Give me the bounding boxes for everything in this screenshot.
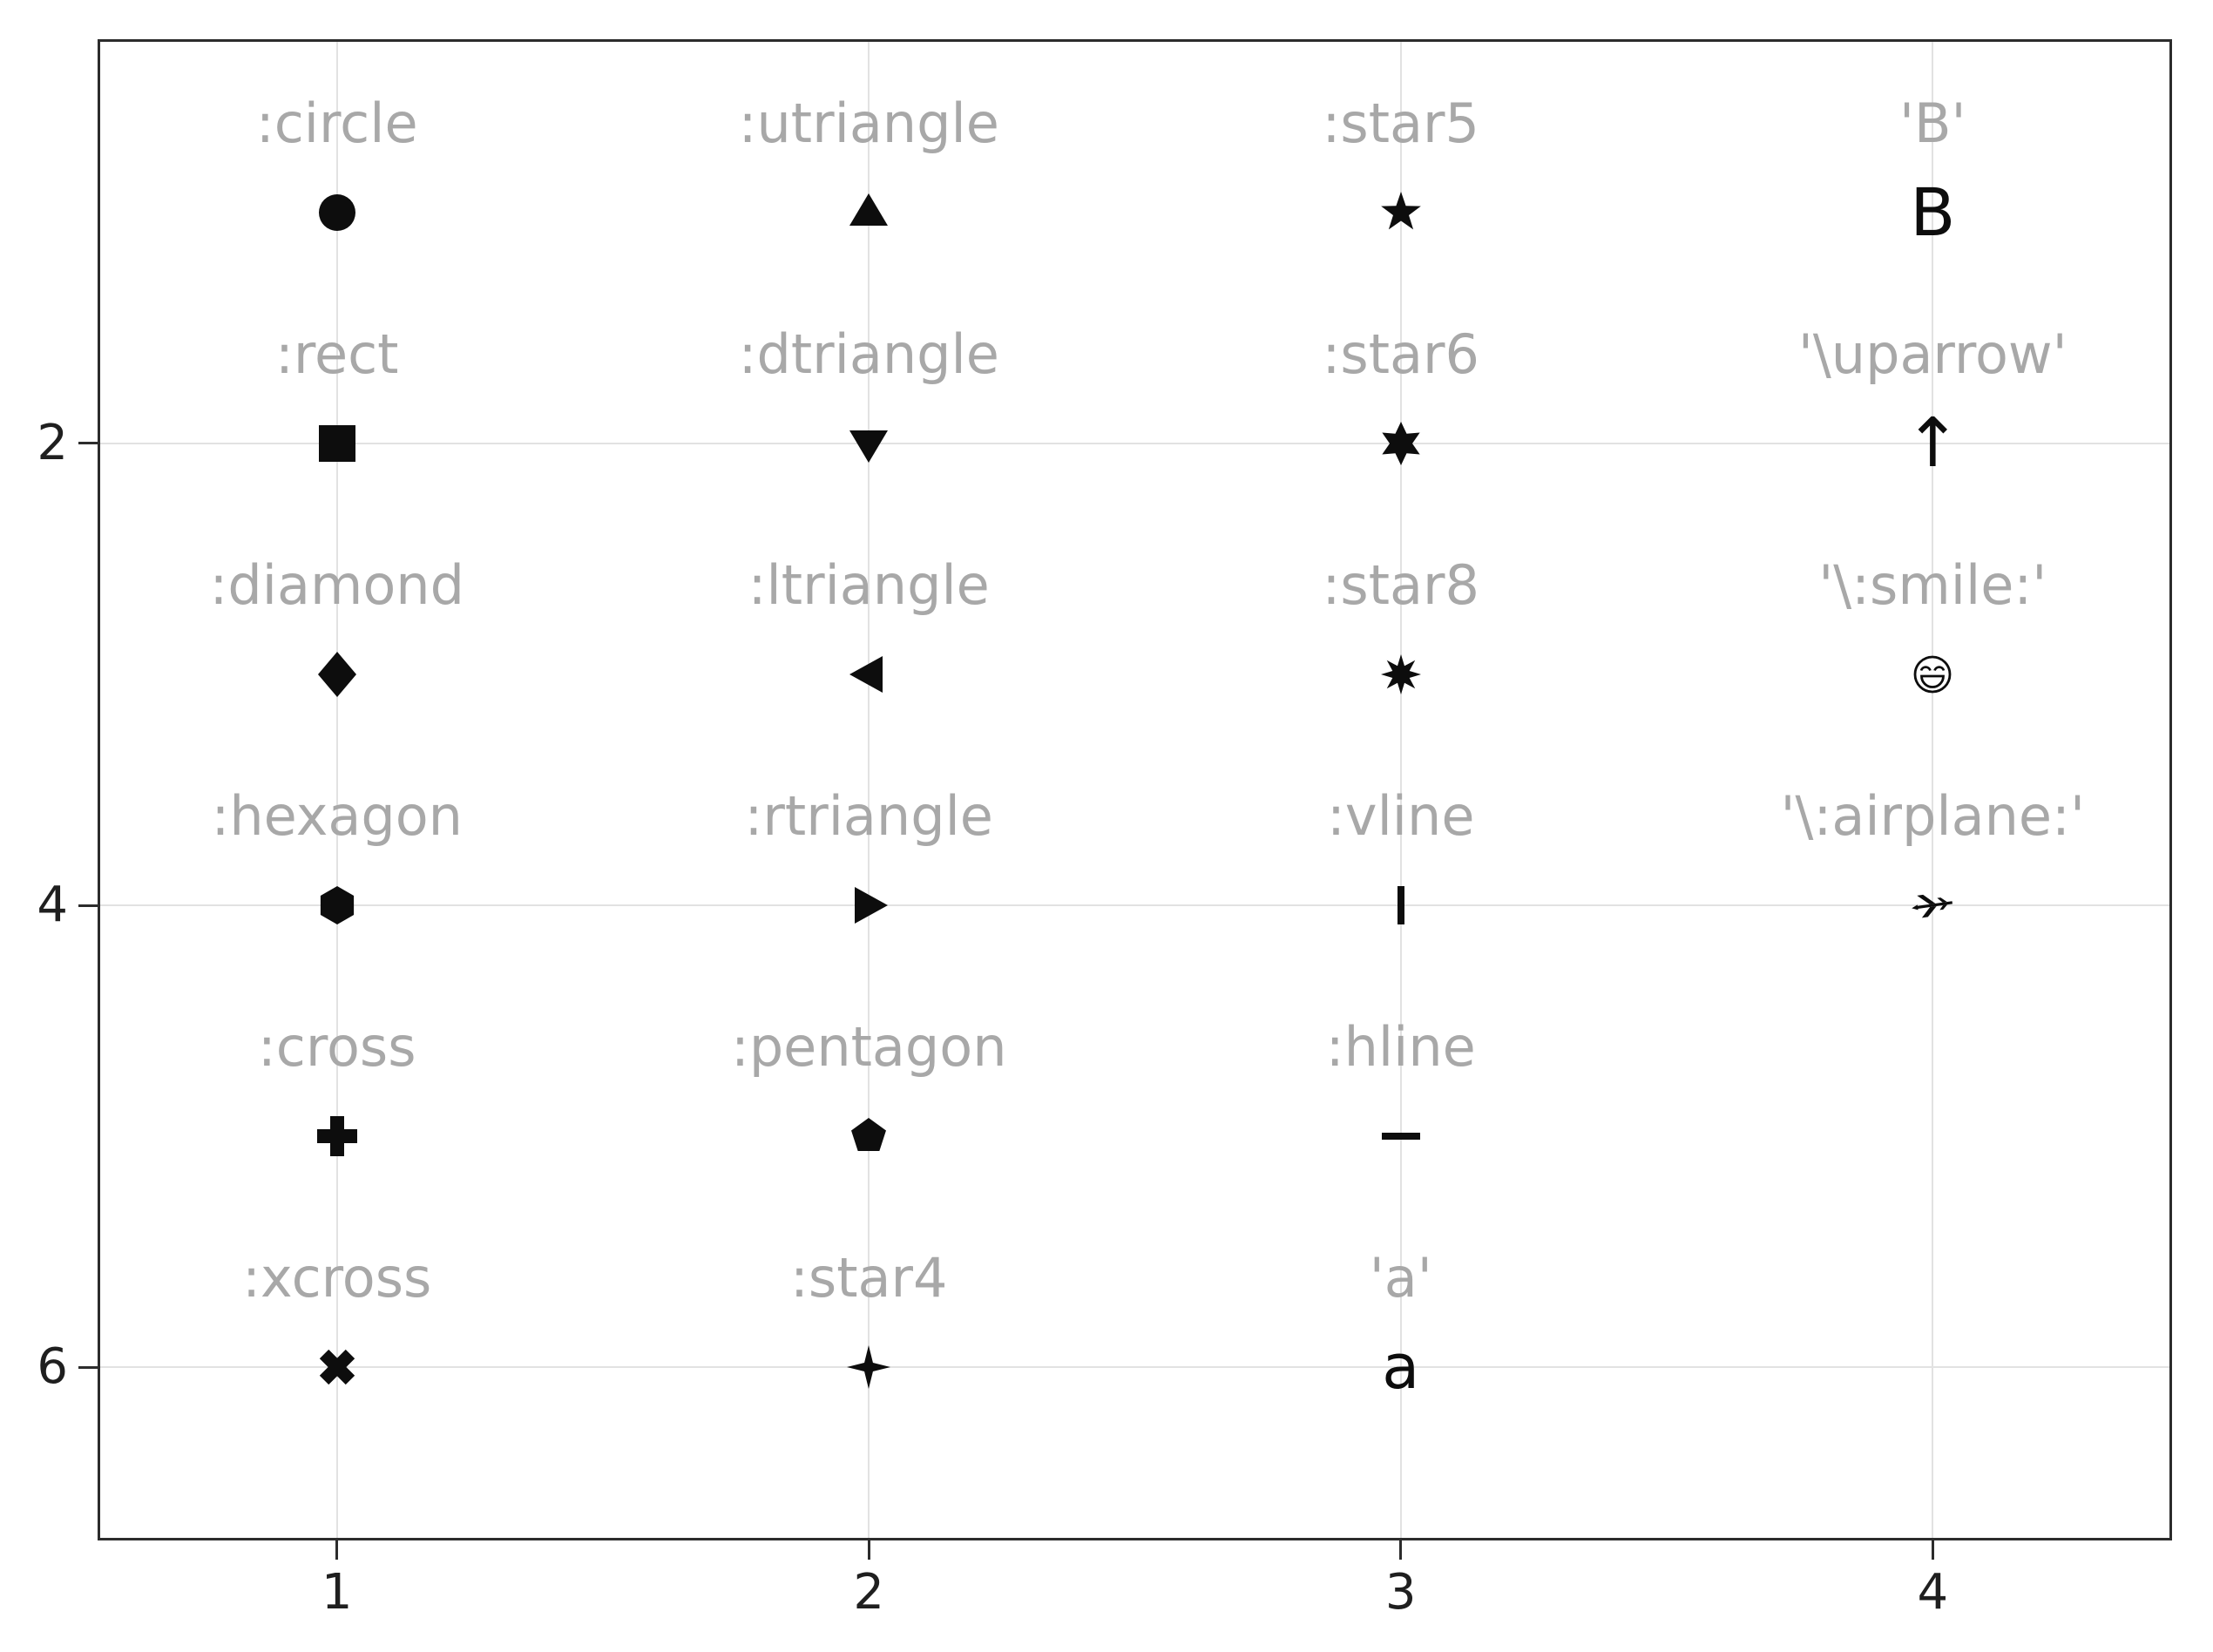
marker-star5 [1377,188,1425,237]
marker-name-label-smile: '\:smile:' [1818,552,2047,617]
x-tick-label-4: 4 [1917,1564,1949,1621]
x-tick-mark-1 [335,1540,339,1560]
marker-name-label-char-a: 'a' [1369,1246,1432,1310]
ltriangle-icon [849,655,883,693]
marker-dtriangle [844,419,893,468]
hexagon-icon [320,886,354,925]
gridline-x-2 [868,39,870,1540]
plot-frame [98,39,2172,1540]
marker-smile [1908,650,1957,699]
x-tick-label-3: 3 [1384,1564,1417,1621]
marker-name-label-uparrow: '\uparrow' [1797,322,2067,386]
star5-icon [1380,191,1421,230]
y-tick-mark-4 [78,904,98,907]
marker-name-label-circle: :circle [255,91,418,155]
gridline-y-6 [98,1366,2172,1369]
marker-char-a: a [1382,1331,1420,1404]
star4-icon [847,1345,891,1390]
marker-utriangle [844,188,893,237]
marker-name-label-diamond: :diamond [209,552,464,617]
airplane-icon [1912,894,1953,918]
marker-star6 [1377,419,1425,468]
y-tick-label-4: 4 [37,877,68,934]
marker-name-label-char-B: 'B' [1898,91,1966,155]
marker-name-label-xcross: :xcross [242,1246,432,1310]
pentagon-icon [851,1118,887,1152]
rect-icon [318,424,355,462]
gridline-x-4 [1932,39,1934,1540]
utriangle-icon [849,193,889,226]
xcross-icon [319,1350,355,1385]
gridline-y-4 [98,904,2172,907]
rtriangle-icon [855,887,889,924]
y-tick-label-2: 2 [37,414,68,471]
hline-icon [1381,1133,1420,1141]
marker-name-label-star6: :star6 [1322,322,1479,386]
marker-airplane [1908,881,1957,930]
marker-hexagon [313,881,362,930]
star8-icon [1380,653,1421,694]
marker-name-label-airplane: '\:airplane:' [1780,784,2085,849]
marker-name-label-dtriangle: :dtriangle [738,322,999,386]
circle-icon [318,193,355,231]
marker-hline [1377,1112,1425,1161]
marker-star8 [1377,650,1425,699]
marker-name-label-ltriangle: :ltriangle [748,552,990,617]
marker-name-label-vline: :vline [1327,784,1475,849]
marker-xcross [313,1343,362,1391]
y-tick-label-6: 6 [37,1338,68,1396]
marker-name-label-star5: :star5 [1322,91,1479,155]
marker-name-label-pentagon: :pentagon [730,1015,1007,1080]
marker-name-label-cross: :cross [257,1015,416,1080]
marker-name-label-star8: :star8 [1322,552,1479,617]
marker-name-label-star4: :star4 [790,1246,948,1310]
marker-diamond [313,650,362,699]
marker-vline [1377,881,1425,930]
marker-name-label-rect: :rect [274,322,399,386]
diamond-icon [317,651,356,697]
star6-icon [1382,421,1420,465]
dtriangle-icon [849,430,889,463]
x-tick-mark-4 [1931,1540,1934,1560]
marker-ltriangle [844,650,893,699]
gridline-x-1 [335,39,338,1540]
marker-pentagon [844,1112,893,1161]
marker-rtriangle [844,881,893,930]
gridline-x-3 [1399,39,1402,1540]
y-tick-mark-6 [78,1365,98,1369]
y-tick-mark-2 [78,442,98,445]
marker-uparrow: ↑ [1904,403,1961,483]
vline-icon [1397,886,1404,925]
x-tick-mark-2 [867,1540,870,1560]
marker-name-label-rtriangle: :rtriangle [744,784,993,849]
cross-icon [316,1116,357,1157]
x-tick-label-2: 2 [853,1564,885,1621]
marker-char-B: B [1910,173,1956,251]
smile-icon [1913,655,1952,694]
marker-name-label-hline: :hline [1325,1015,1476,1080]
x-tick-mark-3 [1399,1540,1403,1560]
marker-name-label-hexagon: :hexagon [211,784,463,849]
marker-name-label-utriangle: :utriangle [738,91,999,155]
x-tick-label-1: 1 [321,1564,353,1621]
gridline-y-2 [98,442,2172,444]
marker-rect [313,419,362,468]
marker-cross [313,1112,362,1161]
marker-circle [313,188,362,237]
marker-star4 [844,1343,893,1391]
